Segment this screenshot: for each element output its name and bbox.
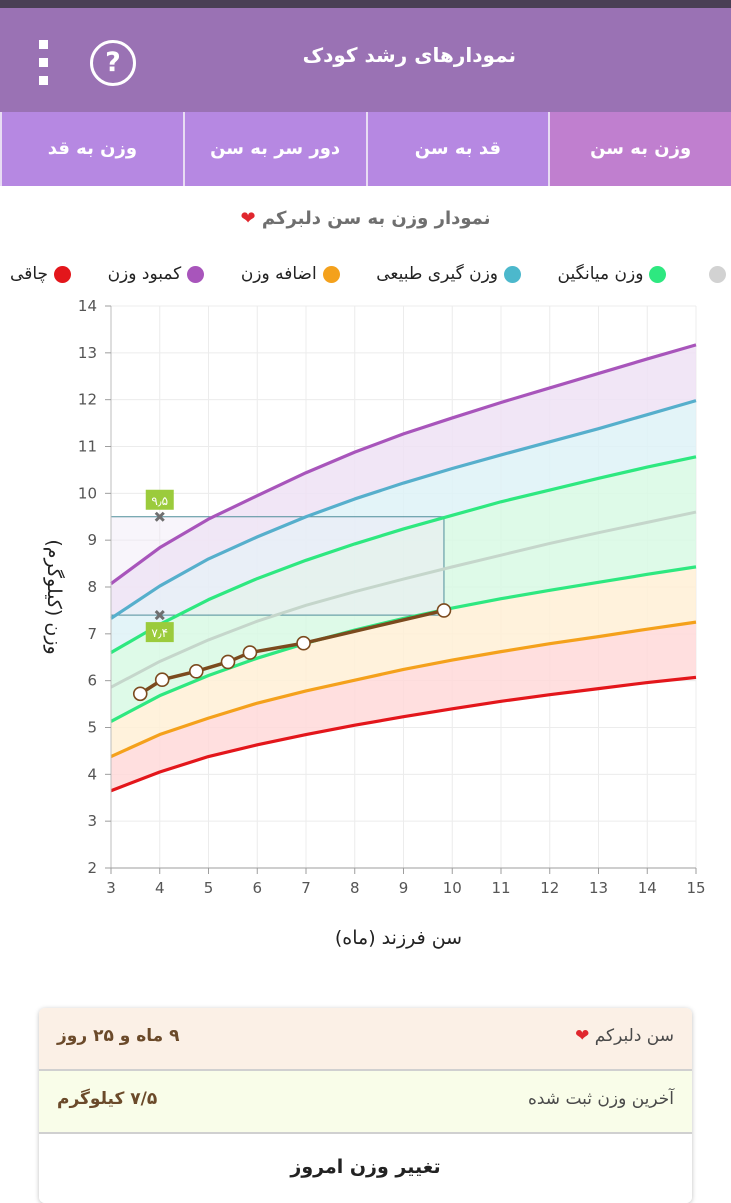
y-tick-label: 4 [87, 765, 97, 783]
last-weight-label: آخرین وزن ثبت شده [527, 1089, 674, 1109]
age-row: سن دلبرکم ❤ ۹ ماه و ۲۵ روز [39, 1008, 692, 1071]
marker-x-icon [154, 610, 165, 621]
chart-legend: چاقی کمبود وزن اضافه وزن وزن گیری طبیعی … [10, 264, 726, 284]
y-tick-label: 5 [87, 719, 97, 737]
legend-item-average-weight[interactable]: وزن میانگین [558, 264, 667, 284]
y-tick-label: 10 [78, 484, 97, 502]
child-weight-point[interactable] [296, 635, 311, 651]
heart-icon: ❤ [240, 208, 256, 229]
tab-weight-for-height[interactable]: وزن به قد [0, 112, 183, 186]
marker-value-label: ۷٫۴ [151, 626, 168, 640]
legend-item-normal-gain[interactable]: وزن گیری طبیعی [376, 264, 522, 284]
x-tick-label: 11 [491, 879, 510, 897]
weight-for-age-chart: 3 4 5 6 7 8 9 10 11 12 13 14 15234567891011121314سن … [43, 297, 706, 949]
marker-value-badge [145, 622, 174, 643]
x-tick-label: 8 [350, 879, 360, 897]
app-title: نمودارهای رشد کودک [302, 43, 516, 67]
child-weight-point[interactable] [220, 654, 236, 670]
x-tick-label: 14 [638, 879, 657, 897]
legend-dot-icon [322, 265, 340, 283]
x-tick-label: 15 [686, 879, 705, 897]
y-tick-label: 13 [78, 344, 97, 362]
last-weight-value: ۷/۵ کیلوگرم [57, 1089, 158, 1109]
tab-head-circumference-for-age[interactable]: دور سر به سن [182, 112, 366, 186]
y-axis-title: وزن (کیلوگرم) [43, 539, 66, 654]
legend-item-underweight[interactable]: کمبود وزن [108, 264, 205, 284]
app-bar: نمودارهای رشد کودک ? [0, 8, 731, 112]
tab-height-for-age[interactable]: قد به سن [365, 112, 549, 186]
percentile-line-p15 [110, 620, 697, 758]
percentile-band [111, 622, 696, 791]
last-weight-row: آخرین وزن ثبت شده ۷/۵ کیلوگرم [39, 1071, 692, 1134]
marker-value-badge [145, 489, 174, 510]
legend-label: وزن گیری طبیعی [376, 264, 499, 284]
legend-dot-icon [649, 265, 667, 283]
y-tick-label: 9 [87, 531, 97, 549]
x-tick-label: 4 [155, 879, 165, 897]
legend-item-grey[interactable] [703, 264, 726, 284]
x-tick-label: 3 [106, 879, 116, 897]
percentile-line-median [110, 510, 697, 689]
x-tick-label: 13 [589, 879, 608, 897]
child-info-card: سن دلبرکم ❤ ۹ ماه و ۲۵ روز آخرین وزن ثبت… [39, 1008, 692, 1203]
change-weight-button[interactable]: تغییر وزن امروز [39, 1134, 692, 1203]
age-label: سن دلبرکم ❤ [575, 1026, 674, 1046]
x-tick-label: 12 [540, 879, 559, 897]
legend-label: کمبود وزن [107, 264, 182, 284]
child-weight-point[interactable] [436, 603, 452, 618]
y-tick-label: 6 [87, 672, 97, 690]
percentile-band [111, 456, 696, 722]
tab-weight-for-age[interactable]: وزن به سن [548, 112, 731, 186]
legend-dot-icon [709, 265, 726, 283]
child-weight-point[interactable] [154, 672, 170, 688]
x-tick-label: 6 [252, 879, 262, 897]
y-tick-label: 2 [87, 859, 97, 877]
legend-item-obesity[interactable]: چاقی [10, 264, 72, 284]
child-weight-point[interactable] [132, 686, 148, 702]
legend-label: وزن میانگین [557, 264, 644, 284]
y-tick-label: 14 [78, 297, 97, 315]
overflow-menu-icon[interactable] [34, 40, 54, 86]
x-tick-label: 10 [443, 879, 462, 897]
age-value: ۹ ماه و ۲۵ روز [57, 1026, 180, 1046]
legend-label: اضافه وزن [240, 264, 317, 284]
y-tick-label: 3 [87, 812, 97, 830]
legend-label: چاقی [10, 264, 49, 284]
y-tick-label: 12 [78, 391, 97, 409]
marker-value-label: ۹٫۵ [151, 494, 168, 508]
status-bar [0, 0, 731, 8]
legend-item-overweight[interactable]: اضافه وزن [241, 264, 340, 284]
marker-x-icon [154, 511, 165, 522]
help-icon[interactable]: ? [90, 40, 136, 86]
chart-tabs: وزن به سن قد به سن دور سر به سن وزن به ق… [0, 112, 731, 186]
percentile-line-p97 [110, 399, 697, 620]
percentile-line-p3 [110, 675, 697, 793]
y-tick-label: 8 [87, 578, 97, 596]
legend-dot-icon [504, 265, 522, 283]
child-weight-point[interactable] [242, 645, 258, 660]
y-tick-label: 11 [78, 438, 97, 456]
x-tick-label: 7 [301, 879, 311, 897]
legend-dot-icon [187, 265, 205, 283]
percentile-line-p85 [110, 455, 697, 654]
legend-dot-icon [54, 265, 72, 283]
x-tick-label: 5 [204, 879, 214, 897]
child-weight-point[interactable] [189, 663, 204, 679]
x-axis-title: سن فرزند (ماه) [335, 927, 462, 949]
y-tick-label: 7 [87, 625, 97, 643]
percentile-line-p99 [110, 343, 697, 586]
x-tick-label: 9 [399, 879, 409, 897]
percentile-band [111, 566, 696, 757]
percentile-band [111, 400, 696, 653]
chart-title-text: نمودار وزن به سن دلبرکم [261, 208, 491, 229]
heart-icon: ❤ [575, 1026, 590, 1046]
chart-title: نمودار وزن به سن دلبرکم ❤ [0, 208, 731, 229]
